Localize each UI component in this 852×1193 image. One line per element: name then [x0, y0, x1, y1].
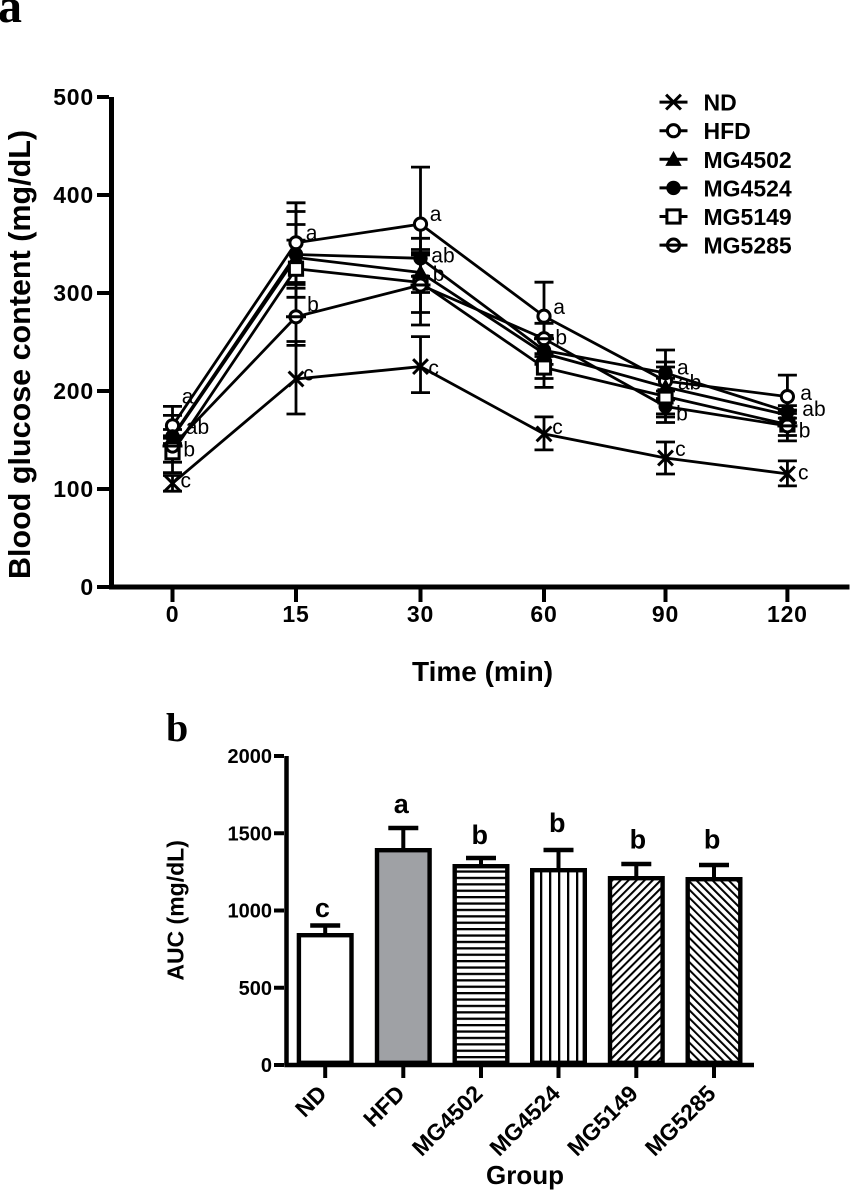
- svg-text:ab: ab: [186, 416, 209, 439]
- svg-text:100: 100: [53, 476, 94, 502]
- svg-text:b: b: [183, 438, 195, 461]
- svg-text:30: 30: [407, 601, 434, 627]
- svg-text:90: 90: [652, 601, 679, 627]
- svg-text:Blood glucose content (mg/dL): Blood glucose content (mg/dL): [3, 130, 37, 579]
- svg-text:1000: 1000: [228, 901, 273, 923]
- svg-text:0: 0: [166, 601, 180, 627]
- svg-text:400: 400: [53, 182, 94, 208]
- svg-text:HFD: HFD: [704, 118, 751, 144]
- svg-text:b: b: [704, 825, 721, 855]
- svg-text:b: b: [549, 808, 566, 838]
- svg-text:b: b: [433, 263, 445, 286]
- svg-text:c: c: [675, 438, 686, 461]
- svg-text:Time (min): Time (min): [412, 656, 553, 687]
- svg-text:2000: 2000: [228, 746, 273, 768]
- svg-text:a: a: [800, 382, 812, 405]
- svg-text:1500: 1500: [228, 823, 273, 845]
- svg-text:a: a: [553, 296, 565, 319]
- svg-text:0: 0: [80, 574, 94, 600]
- svg-text:0: 0: [261, 1055, 272, 1077]
- svg-text:15: 15: [282, 601, 309, 627]
- svg-text:a: a: [306, 222, 318, 245]
- svg-text:a: a: [182, 386, 194, 409]
- svg-text:500: 500: [239, 978, 272, 1000]
- svg-text:120: 120: [767, 601, 808, 627]
- svg-text:b: b: [630, 825, 647, 855]
- svg-text:ab: ab: [802, 398, 825, 421]
- svg-text:Group: Group: [486, 1160, 564, 1190]
- svg-text:b: b: [555, 326, 567, 349]
- svg-text:c: c: [428, 357, 439, 380]
- svg-text:MG4502: MG4502: [704, 147, 792, 173]
- svg-text:c: c: [315, 893, 330, 923]
- svg-text:a: a: [677, 357, 689, 380]
- svg-text:c: c: [798, 462, 809, 485]
- svg-text:200: 200: [53, 378, 94, 404]
- svg-text:AUC (mg/dL): AUC (mg/dL): [163, 840, 189, 981]
- svg-text:MG5149: MG5149: [704, 204, 792, 230]
- svg-text:c: c: [303, 362, 314, 385]
- svg-text:b: b: [166, 705, 188, 750]
- svg-text:MG4524: MG4524: [704, 175, 792, 201]
- svg-text:c: c: [181, 469, 192, 492]
- svg-text:60: 60: [530, 601, 557, 627]
- svg-text:MG5285: MG5285: [704, 233, 792, 259]
- svg-text:500: 500: [53, 84, 94, 110]
- svg-text:b: b: [471, 820, 488, 850]
- svg-text:ab: ab: [678, 372, 701, 395]
- svg-text:c: c: [552, 416, 563, 439]
- svg-text:b: b: [307, 294, 319, 317]
- svg-text:a: a: [430, 203, 442, 226]
- svg-text:300: 300: [53, 280, 94, 306]
- svg-text:b: b: [676, 403, 688, 426]
- svg-text:ab: ab: [431, 245, 454, 268]
- svg-text:b: b: [799, 419, 811, 442]
- svg-text:a: a: [394, 789, 410, 819]
- svg-text:a: a: [0, 0, 22, 33]
- svg-text:ND: ND: [704, 90, 737, 116]
